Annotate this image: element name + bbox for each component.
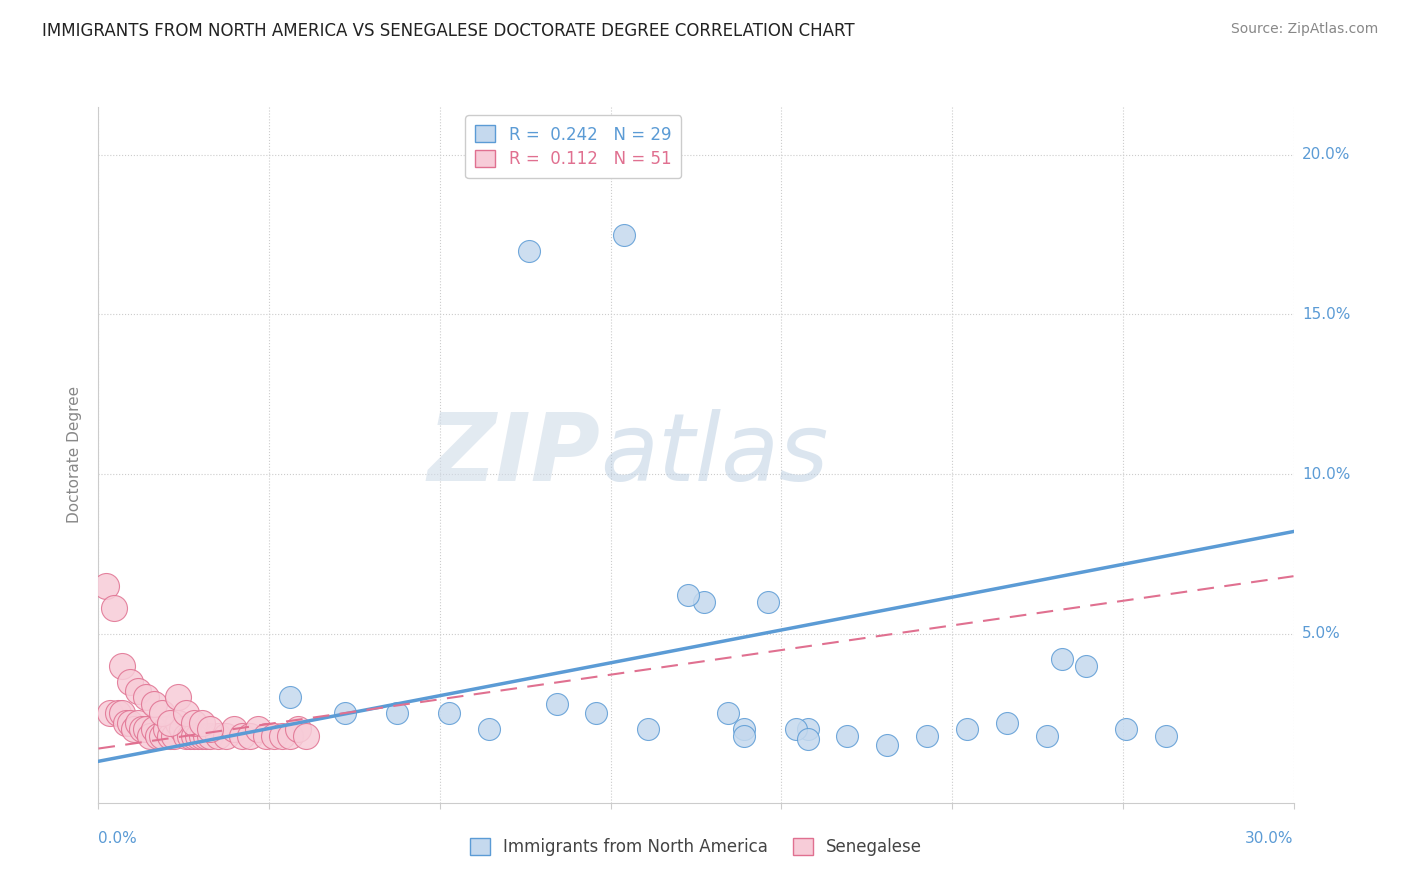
Point [103, 601, 125, 615]
Point [733, 729, 755, 743]
Text: atlas: atlas [600, 409, 828, 500]
Point [198, 723, 221, 737]
Point [148, 729, 170, 743]
Point [546, 697, 568, 711]
Point [111, 658, 134, 673]
Text: 15.0%: 15.0% [1302, 307, 1350, 322]
Point [254, 729, 277, 743]
Point [613, 227, 636, 242]
Point [143, 697, 166, 711]
Point [191, 716, 214, 731]
Point [437, 706, 460, 721]
Point [107, 706, 129, 721]
Point [1115, 723, 1137, 737]
Text: 5.0%: 5.0% [1302, 626, 1340, 641]
Point [135, 723, 157, 737]
Point [167, 716, 190, 731]
Text: 0.0%: 0.0% [98, 830, 138, 846]
Point [837, 729, 859, 743]
Point [135, 690, 157, 705]
Point [194, 729, 218, 743]
Point [115, 716, 138, 731]
Point [120, 674, 142, 689]
Text: IMMIGRANTS FROM NORTH AMERICA VS SENEGALESE DOCTORATE DEGREE CORRELATION CHART: IMMIGRANTS FROM NORTH AMERICA VS SENEGAL… [42, 22, 855, 40]
Point [231, 729, 253, 743]
Point [131, 723, 153, 737]
Point [159, 716, 181, 731]
Point [127, 716, 149, 731]
Point [1035, 729, 1057, 743]
Point [796, 731, 818, 746]
Point [956, 723, 979, 737]
Point [239, 729, 262, 743]
Text: 20.0%: 20.0% [1302, 147, 1350, 162]
Point [1154, 729, 1177, 743]
Point [124, 723, 146, 737]
Point [183, 729, 205, 743]
Point [1052, 652, 1074, 666]
Point [246, 723, 269, 737]
Point [179, 729, 201, 743]
Text: Source: ZipAtlas.com: Source: ZipAtlas.com [1230, 22, 1378, 37]
Point [270, 729, 292, 743]
Point [287, 723, 309, 737]
Point [995, 716, 1018, 731]
Point [159, 729, 181, 743]
Text: 10.0%: 10.0% [1302, 467, 1350, 482]
Text: ZIP: ZIP [427, 409, 600, 501]
Point [478, 723, 501, 737]
Point [187, 729, 209, 743]
Point [127, 684, 149, 698]
Point [174, 729, 197, 743]
Point [676, 588, 699, 602]
Point [263, 729, 285, 743]
Point [207, 729, 229, 743]
Legend: Immigrants from North America, Senegalese: Immigrants from North America, Senegales… [461, 830, 931, 864]
Point [785, 723, 807, 737]
Point [756, 595, 779, 609]
Point [183, 716, 205, 731]
Point [278, 690, 301, 705]
Text: 30.0%: 30.0% [1246, 830, 1294, 846]
Point [796, 723, 818, 737]
Point [294, 729, 316, 743]
Point [585, 706, 607, 721]
Point [150, 729, 173, 743]
Point [163, 729, 186, 743]
Point [637, 723, 659, 737]
Point [150, 706, 173, 721]
Point [278, 729, 301, 743]
Point [191, 729, 214, 743]
Point [876, 739, 898, 753]
Point [98, 706, 122, 721]
Point [174, 706, 197, 721]
Point [120, 716, 142, 731]
Point [172, 723, 194, 737]
Point [167, 690, 190, 705]
Point [915, 729, 938, 743]
Point [155, 723, 177, 737]
Point [143, 723, 166, 737]
Point [1076, 658, 1098, 673]
Y-axis label: Doctorate Degree: Doctorate Degree [67, 386, 83, 524]
Point [96, 579, 118, 593]
Point [215, 729, 238, 743]
Point [335, 706, 357, 721]
Point [111, 706, 134, 721]
Point [198, 729, 221, 743]
Point [517, 244, 540, 258]
Point [733, 723, 755, 737]
Point [717, 706, 740, 721]
Point [693, 595, 716, 609]
Point [385, 706, 409, 721]
Point [222, 723, 245, 737]
Point [139, 729, 162, 743]
